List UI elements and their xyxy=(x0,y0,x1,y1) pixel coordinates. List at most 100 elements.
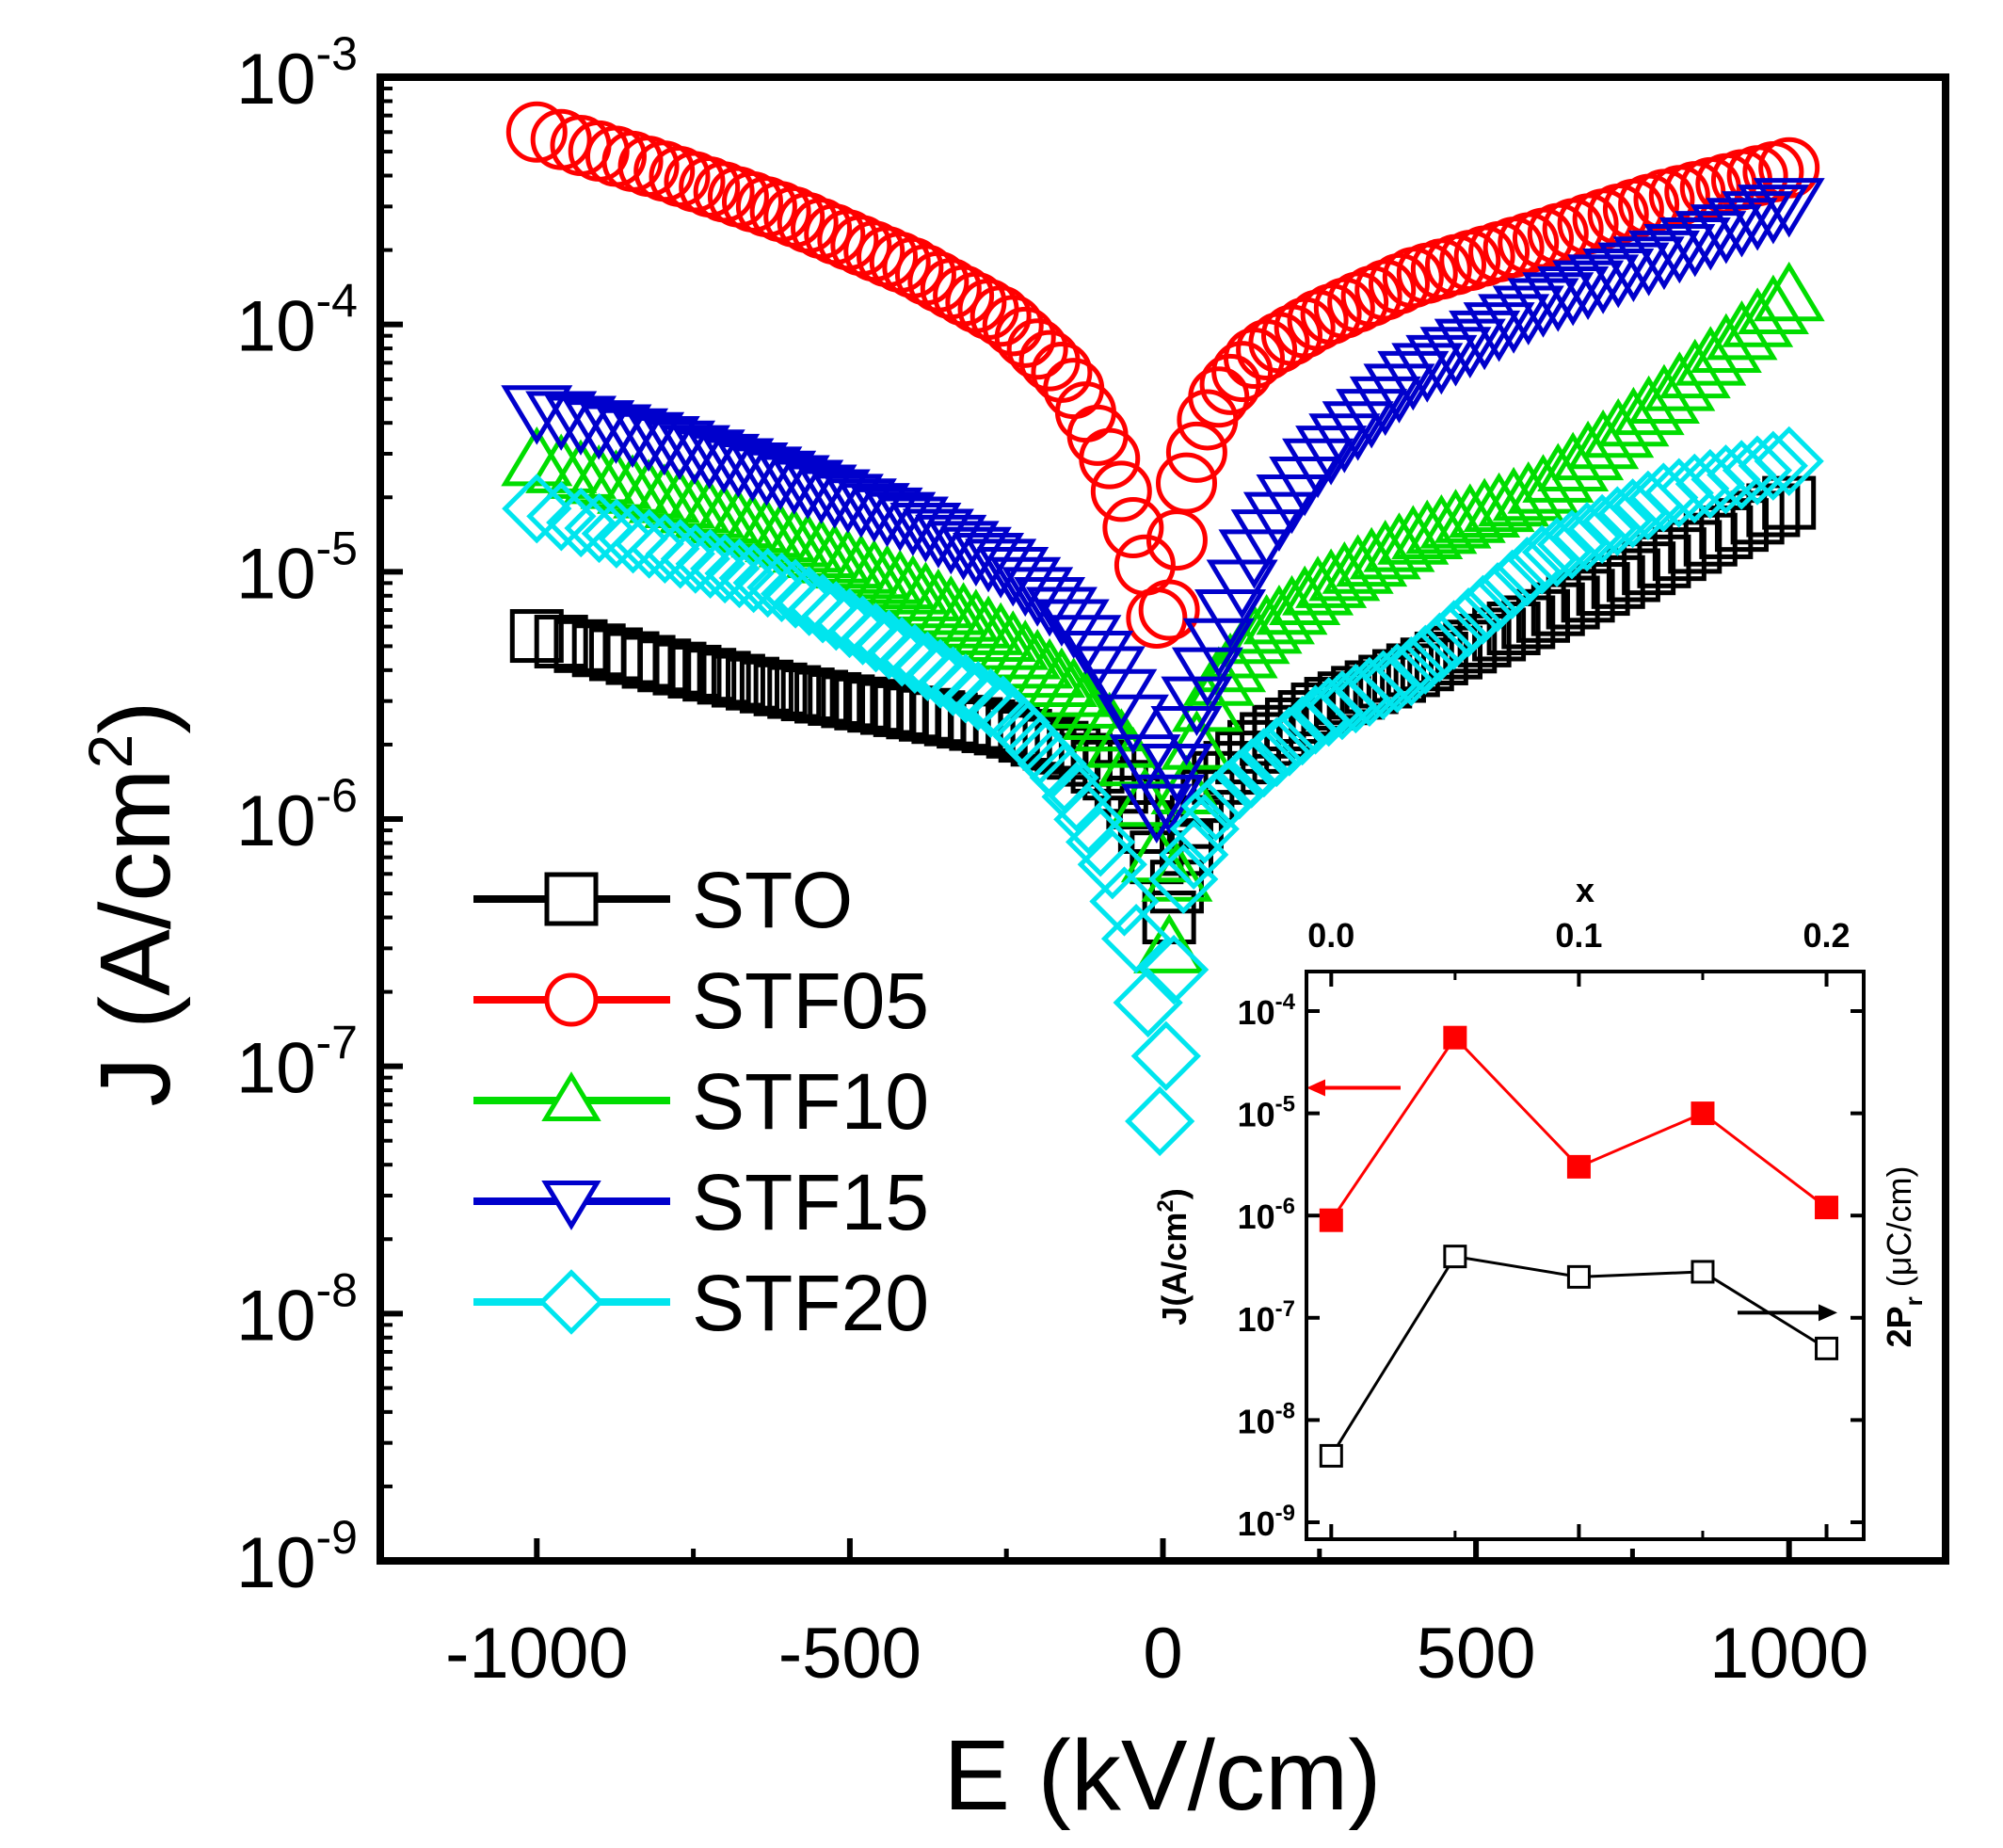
y-tick-label: 10-5 xyxy=(236,522,358,614)
point-STF15 xyxy=(1363,363,1435,424)
legend-symbol-STO xyxy=(544,872,599,926)
series-STF05 xyxy=(505,101,1820,649)
point-STF15 xyxy=(977,547,1050,607)
x-tick-label: -500 xyxy=(778,1614,921,1694)
point-STF05 xyxy=(1102,497,1164,559)
point-STF10 xyxy=(580,449,652,509)
point-STF20 xyxy=(1462,562,1533,633)
point-STF05 xyxy=(505,101,568,163)
point-STF15 xyxy=(1109,734,1181,795)
point-STO xyxy=(1606,548,1660,603)
point-STF20 xyxy=(1089,866,1160,937)
point-STF10 xyxy=(1567,409,1640,470)
point-STO xyxy=(1429,625,1483,680)
legend-label-STO: STO xyxy=(692,856,853,944)
point-STO xyxy=(1637,534,1691,588)
series-STF10 xyxy=(501,261,1825,973)
legend-label-STF10: STF10 xyxy=(692,1057,929,1146)
point-STF10 xyxy=(544,439,617,499)
inset-frame xyxy=(1305,970,1866,1541)
legend-marker-STF05 xyxy=(544,972,599,1027)
point-STO xyxy=(711,653,765,708)
point-STF05 xyxy=(1006,318,1068,380)
point-STF15 xyxy=(1463,302,1535,362)
point-STF15 xyxy=(1522,272,1594,332)
point-STF05 xyxy=(1138,579,1200,641)
inset-background xyxy=(1306,972,1864,1539)
point-STF05 xyxy=(982,295,1044,357)
main-series-group xyxy=(501,101,1825,1157)
inset-point-2Pr xyxy=(1691,1260,1715,1284)
inset-point-J xyxy=(1566,1154,1591,1179)
point-STO xyxy=(725,656,779,711)
point-STF20 xyxy=(1722,435,1793,506)
point-STF15 xyxy=(1120,783,1193,844)
point-STF15 xyxy=(1582,249,1655,309)
y-tick-label: 10-4 xyxy=(236,275,358,367)
y-axis-label: J (A/cm2) xyxy=(75,700,191,1106)
point-STF15 xyxy=(1405,334,1478,395)
point-STF10 xyxy=(1242,585,1315,645)
point-STF15 xyxy=(1150,706,1223,766)
point-STO xyxy=(1486,602,1541,656)
point-STF10 xyxy=(563,444,635,505)
point-STF20 xyxy=(1362,643,1433,714)
point-STF20 xyxy=(1567,493,1638,564)
point-STF15 xyxy=(1567,254,1640,314)
point-STF20 xyxy=(1053,784,1124,855)
point-STF15 xyxy=(1014,576,1086,637)
inset-x-tick-label: 0.1 xyxy=(1555,916,1602,955)
point-STF15 xyxy=(902,508,974,569)
point-STF15 xyxy=(889,502,962,563)
point-STF20 xyxy=(1169,794,1240,864)
point-STF15 xyxy=(989,556,1062,618)
legend-symbol-STF15 xyxy=(541,1181,601,1230)
y-tick-label: 10-9 xyxy=(236,1511,358,1603)
point-STF15 xyxy=(1171,647,1243,708)
point-STF20 xyxy=(1551,501,1623,572)
point-STO xyxy=(534,615,588,669)
point-STF10 xyxy=(1308,540,1381,602)
point-STF05 xyxy=(1079,427,1141,490)
point-STO xyxy=(753,662,808,716)
point-STF20 xyxy=(675,528,745,599)
point-STF20 xyxy=(1113,967,1183,1038)
legend-symbol-STF20 xyxy=(538,1269,604,1335)
point-STF15 xyxy=(1336,389,1408,449)
point-STF20 xyxy=(1077,829,1147,900)
inset-arrow-right-head xyxy=(1819,1304,1837,1322)
x-tick-label: -1000 xyxy=(445,1614,628,1694)
point-STF20 xyxy=(1492,536,1562,607)
legend-marker-STO xyxy=(544,872,599,926)
inset-y-tick-label: 10-7 xyxy=(1238,1296,1295,1339)
point-STF15 xyxy=(1161,676,1233,736)
legend-symbol-STF05 xyxy=(544,972,599,1027)
y-tick-label: 10-8 xyxy=(236,1263,358,1356)
point-STF15 xyxy=(939,526,1012,587)
point-STF20 xyxy=(1376,635,1447,707)
inset-y-tick-label: 10-8 xyxy=(1238,1398,1295,1440)
point-STF15 xyxy=(915,514,987,575)
point-STF10 xyxy=(1582,397,1655,458)
point-STF15 xyxy=(1308,413,1381,474)
point-STF20 xyxy=(1148,844,1219,915)
point-STF15 xyxy=(1597,242,1670,303)
point-STF10 xyxy=(1295,548,1368,608)
point-STF15 xyxy=(1349,376,1421,437)
point-STF05 xyxy=(1090,460,1152,522)
y-tick-label: 10-3 xyxy=(236,27,358,120)
point-STF10 xyxy=(1282,555,1354,616)
point-STF05 xyxy=(1287,289,1349,351)
point-STF05 xyxy=(1031,341,1093,403)
inset-y-tick-label: 10-6 xyxy=(1238,1194,1295,1236)
point-STF15 xyxy=(1322,401,1394,461)
point-STF15 xyxy=(643,420,716,481)
point-STF10 xyxy=(525,433,598,493)
point-STF05 xyxy=(1211,341,1274,403)
point-STF15 xyxy=(1230,509,1303,570)
point-STF20 xyxy=(502,474,572,544)
legend-label-STF15: STF15 xyxy=(692,1158,929,1246)
point-STO xyxy=(652,641,707,696)
legend-marker-STF10 xyxy=(541,1071,601,1121)
point-STF15 xyxy=(1737,185,1809,245)
